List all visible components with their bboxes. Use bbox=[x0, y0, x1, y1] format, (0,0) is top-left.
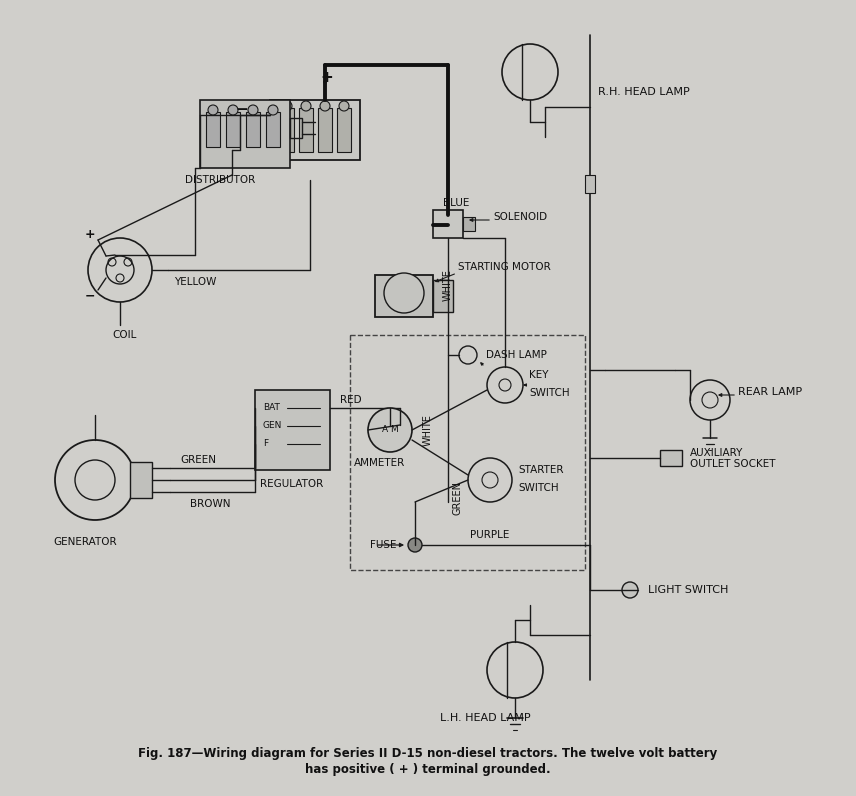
Text: +: + bbox=[321, 71, 333, 85]
Circle shape bbox=[368, 408, 412, 452]
Bar bbox=[200, 100, 290, 168]
Text: has positive ( + ) terminal grounded.: has positive ( + ) terminal grounded. bbox=[306, 763, 550, 777]
Bar bbox=[375, 275, 433, 317]
Bar bbox=[246, 112, 260, 147]
Text: OUTLET SOCKET: OUTLET SOCKET bbox=[690, 459, 776, 469]
Bar bbox=[299, 108, 313, 152]
Bar bbox=[433, 280, 453, 312]
Bar bbox=[255, 390, 330, 470]
Text: LIGHT SWITCH: LIGHT SWITCH bbox=[648, 585, 728, 595]
Text: L.H. HEAD LAMP: L.H. HEAD LAMP bbox=[440, 713, 531, 723]
Text: R.H. HEAD LAMP: R.H. HEAD LAMP bbox=[598, 87, 690, 97]
Bar bbox=[280, 108, 294, 152]
Text: FUSE: FUSE bbox=[371, 540, 397, 550]
Text: DISTRIBUTOR: DISTRIBUTOR bbox=[185, 175, 255, 185]
Text: SWITCH: SWITCH bbox=[529, 388, 569, 398]
Text: SOLENOID: SOLENOID bbox=[493, 212, 547, 222]
Text: A M: A M bbox=[382, 426, 398, 435]
Bar bbox=[270, 100, 360, 160]
Bar bbox=[433, 210, 463, 238]
Text: Fig. 187—Wiring diagram for Series II D-15 non-diesel tractors. The twelve volt : Fig. 187—Wiring diagram for Series II D-… bbox=[139, 747, 717, 760]
Text: AUXILIARY: AUXILIARY bbox=[690, 448, 743, 458]
Text: GREEN: GREEN bbox=[453, 481, 463, 515]
Text: GREEN: GREEN bbox=[180, 455, 216, 465]
Text: STARTER: STARTER bbox=[518, 465, 563, 475]
Circle shape bbox=[301, 101, 311, 111]
Text: RED: RED bbox=[340, 395, 361, 405]
Text: AMMETER: AMMETER bbox=[354, 458, 406, 468]
Text: KEY: KEY bbox=[529, 370, 549, 380]
Circle shape bbox=[408, 538, 422, 552]
Text: −: − bbox=[235, 103, 248, 118]
Text: WHITE: WHITE bbox=[443, 269, 453, 301]
Bar bbox=[350, 335, 585, 570]
Bar bbox=[318, 108, 332, 152]
Text: BROWN: BROWN bbox=[190, 499, 230, 509]
Text: REGULATOR: REGULATOR bbox=[260, 479, 324, 489]
Text: +: + bbox=[85, 228, 95, 240]
Text: F: F bbox=[263, 439, 268, 448]
Text: SWITCH: SWITCH bbox=[518, 483, 559, 493]
Bar bbox=[463, 217, 475, 231]
Text: −: − bbox=[85, 290, 95, 302]
Circle shape bbox=[320, 101, 330, 111]
Text: GEN: GEN bbox=[263, 422, 282, 431]
Bar bbox=[206, 112, 220, 147]
Circle shape bbox=[339, 101, 349, 111]
Text: WHITE: WHITE bbox=[423, 414, 433, 446]
Text: REAR LAMP: REAR LAMP bbox=[738, 387, 802, 397]
Text: BAT: BAT bbox=[263, 404, 280, 412]
Circle shape bbox=[282, 101, 292, 111]
Text: YELLOW: YELLOW bbox=[174, 277, 217, 287]
Bar bbox=[226, 112, 240, 147]
Circle shape bbox=[248, 105, 258, 115]
Bar bbox=[337, 108, 351, 152]
Circle shape bbox=[268, 105, 278, 115]
Text: GENERATOR: GENERATOR bbox=[53, 537, 116, 547]
Circle shape bbox=[228, 105, 238, 115]
Bar bbox=[585, 175, 595, 193]
Bar bbox=[290, 118, 302, 138]
Circle shape bbox=[622, 582, 638, 598]
Text: PURPLE: PURPLE bbox=[470, 530, 509, 540]
Circle shape bbox=[208, 105, 218, 115]
Text: DASH LAMP: DASH LAMP bbox=[486, 350, 547, 360]
Text: COIL: COIL bbox=[113, 330, 137, 340]
Text: BLUE: BLUE bbox=[443, 198, 469, 208]
Circle shape bbox=[384, 273, 424, 313]
Bar bbox=[266, 112, 280, 147]
Bar bbox=[130, 462, 152, 498]
Bar bbox=[660, 450, 682, 466]
Text: STARTING MOTOR: STARTING MOTOR bbox=[458, 262, 550, 272]
